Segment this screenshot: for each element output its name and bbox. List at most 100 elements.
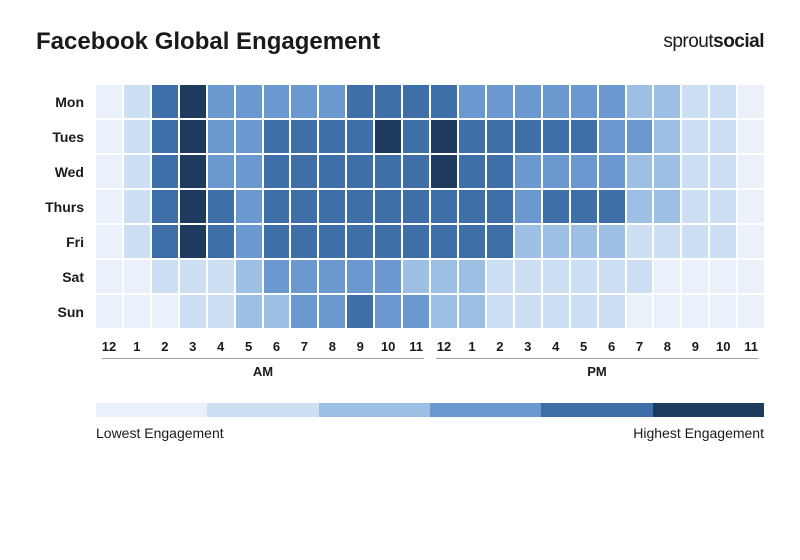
- hour-label: 2: [487, 339, 513, 354]
- heatmap-cell: [236, 225, 262, 258]
- heatmap-cell: [627, 225, 653, 258]
- heatmap-cell: [571, 225, 597, 258]
- heatmap-grid: MonTuesWedThursFriSatSun: [36, 84, 764, 329]
- heatmap-cell: [96, 295, 122, 328]
- heatmap-cell: [264, 155, 290, 188]
- heatmap-cell: [682, 85, 708, 118]
- hour-label: 5: [236, 339, 262, 354]
- heatmap-row: Tues: [36, 119, 764, 154]
- legend-segment: [207, 403, 318, 417]
- heatmap-cell: [543, 85, 569, 118]
- heatmap-cell: [208, 225, 234, 258]
- brand-bold: social: [713, 31, 764, 52]
- heatmap-cell: [710, 85, 736, 118]
- heatmap-cell: [515, 190, 541, 223]
- day-label: Sun: [36, 304, 96, 320]
- heatmap-cell: [152, 85, 178, 118]
- legend-segment: [319, 403, 430, 417]
- heatmap-cell: [682, 190, 708, 223]
- heatmap-cell: [375, 85, 401, 118]
- day-label: Wed: [36, 164, 96, 180]
- heatmap-cell: [96, 225, 122, 258]
- hour-label: 11: [403, 339, 429, 354]
- heatmap-cell: [208, 260, 234, 293]
- heatmap-cell: [487, 155, 513, 188]
- heatmap-cell: [738, 190, 764, 223]
- heatmap-cell: [208, 295, 234, 328]
- heatmap-cell: [124, 225, 150, 258]
- heatmap-cell: [571, 120, 597, 153]
- legend-gradient: [96, 403, 764, 417]
- heatmap-cell: [180, 85, 206, 118]
- heatmap-cell: [236, 155, 262, 188]
- heatmap-cell: [431, 190, 457, 223]
- heatmap-cell: [96, 120, 122, 153]
- heatmap-cell: [431, 120, 457, 153]
- heatmap-cell: [264, 120, 290, 153]
- heatmap-cell: [710, 295, 736, 328]
- heatmap-cell: [654, 190, 680, 223]
- heatmap-cell: [515, 225, 541, 258]
- heatmap-cell: [487, 225, 513, 258]
- heatmap-cell: [654, 295, 680, 328]
- heatmap-cell: [738, 225, 764, 258]
- heatmap-cell: [152, 155, 178, 188]
- heatmap-cell: [124, 120, 150, 153]
- heatmap-cell: [264, 225, 290, 258]
- heatmap-cell: [319, 85, 345, 118]
- heatmap-cell: [654, 155, 680, 188]
- day-label: Mon: [36, 94, 96, 110]
- heatmap-cell: [403, 295, 429, 328]
- heatmap-cell: [599, 120, 625, 153]
- heatmap-cell: [236, 190, 262, 223]
- heatmap-cell: [710, 190, 736, 223]
- heatmap-cell: [487, 85, 513, 118]
- hour-label: 11: [738, 339, 764, 354]
- heatmap-cell: [347, 155, 373, 188]
- heatmap-cell: [291, 120, 317, 153]
- heatmap-cell: [291, 190, 317, 223]
- heatmap-cell: [236, 85, 262, 118]
- heatmap-cell: [291, 225, 317, 258]
- heatmap-cell: [403, 85, 429, 118]
- heatmap-row: Sat: [36, 259, 764, 294]
- heatmap-row: Mon: [36, 84, 764, 119]
- heatmap-cell: [403, 190, 429, 223]
- hour-label: 12: [431, 339, 457, 354]
- heatmap-cell: [264, 295, 290, 328]
- heatmap-cell: [264, 190, 290, 223]
- hour-label: 4: [543, 339, 569, 354]
- heatmap-cell: [599, 85, 625, 118]
- heatmap-cell: [264, 260, 290, 293]
- heatmap-cell: [543, 155, 569, 188]
- heatmap-cell: [319, 155, 345, 188]
- hour-label: 10: [710, 339, 736, 354]
- heatmap-cell: [487, 120, 513, 153]
- heatmap-cell: [403, 225, 429, 258]
- heatmap-cell: [375, 155, 401, 188]
- heatmap-cell: [431, 260, 457, 293]
- heatmap-cell: [264, 85, 290, 118]
- heatmap-cell: [543, 260, 569, 293]
- heatmap-cell: [738, 295, 764, 328]
- legend: Lowest Engagement Highest Engagement: [96, 403, 764, 441]
- heatmap-cell: [627, 155, 653, 188]
- heatmap-cell: [96, 190, 122, 223]
- heatmap-cell: [152, 260, 178, 293]
- heatmap-cell: [403, 120, 429, 153]
- heatmap-cell: [124, 260, 150, 293]
- x-axis-hours: 121234567891011121234567891011: [36, 339, 764, 354]
- heatmap-cell: [459, 120, 485, 153]
- heatmap-cell: [515, 260, 541, 293]
- heatmap-cell: [487, 260, 513, 293]
- hour-label: 1: [459, 339, 485, 354]
- heatmap-cell: [487, 190, 513, 223]
- heatmap-cell: [682, 120, 708, 153]
- legend-segment: [96, 403, 207, 417]
- heatmap-cell: [599, 155, 625, 188]
- legend-segment: [653, 403, 764, 417]
- day-label: Thurs: [36, 199, 96, 215]
- heatmap-cell: [599, 260, 625, 293]
- legend-segment: [541, 403, 652, 417]
- heatmap-cell: [403, 260, 429, 293]
